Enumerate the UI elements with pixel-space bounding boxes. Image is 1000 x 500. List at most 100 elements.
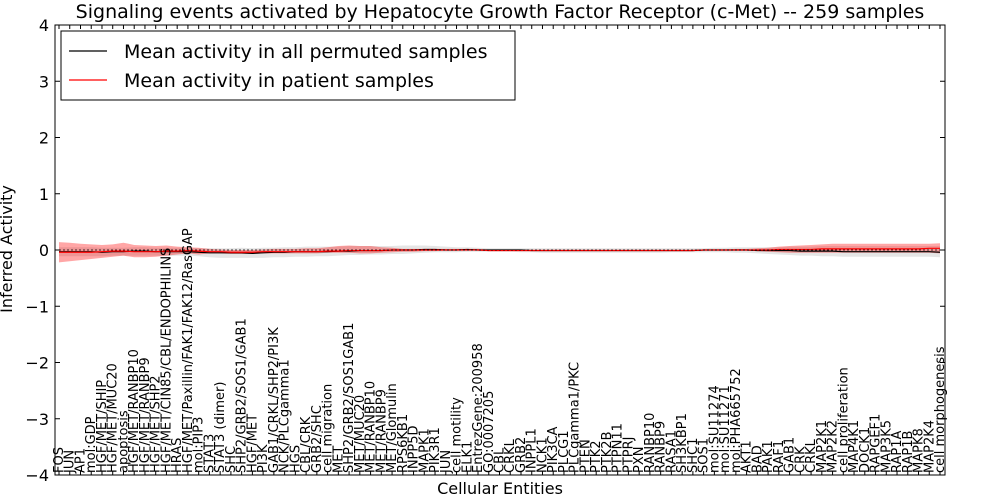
x-tick-label: PTPN11 [611, 423, 626, 473]
y-ticks: −4 −3 −2 −1 0 1 2 3 4 [25, 16, 945, 485]
x-tick-label: cell motility [450, 397, 465, 473]
x-tick-label: PTPRJ [621, 437, 636, 474]
x-tick-label: SHP2/GRB2/SOS1GAB1 [342, 323, 357, 473]
x-tick-label: MET/RANBP9 [374, 389, 389, 473]
x-tick-label: HGS [288, 445, 303, 473]
x-tick-label: HGF/MET/MUC20 [106, 363, 121, 473]
x-tick-label: CBL [493, 447, 508, 473]
x-tick-label: NCK1 [535, 437, 550, 473]
x-tick-label: CRK [793, 446, 808, 473]
x-tick-label: AP1 [73, 448, 88, 473]
x-tick-label: MET/Glomulin [385, 383, 400, 473]
x-tick-label: STAT3 (dimer) [213, 382, 228, 473]
x-tick-label: PTK2B [600, 432, 615, 474]
x-tick-label: RAP1A [890, 430, 905, 473]
x-tick-label: HGF/MET/CIN85/CBL/ENDOPHILINS [159, 248, 174, 473]
legend: Mean activity in all permuted samples Me… [60, 30, 516, 101]
x-tick-label: HGF/MET [245, 414, 260, 473]
x-tick-label: JUN [439, 450, 454, 474]
x-tick-label: cell proliferation [836, 367, 851, 473]
x-tick-label: PLCG1 [557, 430, 572, 473]
x-tick-label: MAP3K5 [879, 420, 894, 473]
x-tick-label: HGF/MET/RANBP10 [127, 349, 142, 473]
y-tick-label: −3 [25, 410, 49, 429]
x-tick-label: RAF1 [772, 440, 787, 473]
y-tick-label: −4 [25, 466, 49, 485]
x-tick-label: HGF/MET/SHIP [95, 380, 110, 473]
x-tick-label: SH3KBP1 [675, 413, 690, 473]
x-tick-label: ELK1 [460, 441, 475, 473]
x-tick-label: mol:SU11274 [707, 385, 722, 473]
x-tick-label: RASA1 [664, 430, 679, 473]
x-tick-label: GAB1 [783, 437, 798, 473]
x-tick-label: PI3K [256, 444, 271, 473]
x-tick-label: GAB1/CRKL/SHP2/PI3K [267, 327, 282, 473]
y-tick-label: 3 [39, 72, 49, 91]
legend-label-patient: Mean activity in patient samples [124, 70, 434, 92]
x-tick-label: MET/RANBP10 [364, 381, 379, 473]
x-tick-label: SHC [224, 446, 239, 473]
x-tick-label: SHC1 [686, 438, 701, 473]
x-tick-label: GRB2 [514, 437, 529, 473]
y-tick-label: 4 [39, 16, 49, 35]
y-tick-label: 0 [39, 241, 49, 260]
x-tick-label: JUN [63, 450, 78, 474]
x-tick-label: mol:GDP [84, 416, 99, 473]
legend-label-permuted: Mean activity in all permuted samples [124, 41, 487, 63]
x-tick-label: MAP2K1 [815, 420, 830, 473]
x-tick-label: MAP4K1 [847, 420, 862, 473]
x-tick-label: HGF/MET/RANBP9 [138, 357, 153, 473]
x-tick-label: PIK3CA [546, 426, 561, 473]
x-axis-label: Cellular Entities [437, 479, 563, 498]
x-tick-label: HGF/MET/SHP2 [149, 375, 164, 473]
x-tick-label: PAK1 [761, 440, 776, 473]
y-tick-label: 2 [39, 129, 49, 148]
y-tick-label: 1 [39, 185, 49, 204]
x-tick-label: PIK3R1 [428, 427, 443, 473]
x-tick-label: RAP1B [901, 431, 916, 473]
x-tick-label: STAT3 [202, 434, 217, 473]
x-tick-label: MET/MUC20 [353, 395, 368, 473]
x-ticks: FOSJUNAP1mol:GDPHGF/MET/SHIPHGF/MET/MUC2… [52, 25, 948, 475]
x-tick-label: mol:SU11271 [718, 385, 733, 473]
x-tick-label: cell migration [321, 384, 336, 473]
x-tick-label: DOCK1 [858, 427, 873, 473]
x-tick-label: mol:PIP3 [192, 417, 207, 473]
x-tick-label: cell morphogenesis [933, 346, 948, 473]
x-tick-label: MAP2K4 [922, 420, 937, 473]
x-tick-label: AKT1 [740, 440, 755, 473]
x-tick-label: CBL/CRK [299, 416, 314, 473]
x-tick-label: RPS6KB1 [396, 414, 411, 473]
x-tick-label: PTEN [578, 439, 593, 473]
x-tick-label: PLCgamma1/PKC [568, 362, 583, 473]
x-tick-label: MAPK1 [417, 428, 432, 473]
x-tick-label: RAPGEF1 [869, 414, 884, 473]
legend-box [60, 30, 516, 101]
x-tick-label: PTK2 [589, 440, 604, 473]
x-tick-label: mol:PHA665752 [729, 368, 744, 473]
x-tick-label: RANBP9 [654, 421, 669, 473]
x-tick-label: FOS [52, 447, 67, 473]
x-tick-label: CRKL [804, 438, 819, 473]
band-permuted [59, 245, 940, 258]
y-axis-label: Inferred Activity [0, 185, 16, 313]
x-tick-label: NCK/PLCgamma1 [278, 359, 293, 473]
y-tick-label: −2 [25, 354, 49, 373]
x-tick-label: HGF/MET/Paxillin/FAK1/FAK12/RasGAP [181, 228, 196, 473]
y-tick-label: −1 [25, 297, 49, 316]
chart-title: Signaling events activated by Hepatocyte… [76, 1, 925, 23]
x-tick-label: MAPK8 [912, 428, 927, 473]
x-tick-label: GRB2/SHC [310, 405, 325, 473]
x-tick-label: SOS1 [697, 438, 712, 473]
x-tick-label: HRAS [170, 438, 185, 473]
x-tick-label: RANBP10 [643, 413, 658, 473]
x-tick-label: BAD [750, 445, 765, 473]
x-tick-label: EntrezGene:200958 [471, 343, 486, 473]
x-tick-label: apoptosis [116, 410, 131, 473]
x-tick-label: SHP2/GRB2/SOS1/GAB1 [235, 318, 250, 473]
line-patient [59, 247, 940, 253]
x-tick-label: INPP5D [407, 425, 422, 473]
x-tick-label: PXN [632, 447, 647, 473]
x-tick-label: MAP2K2 [826, 420, 841, 473]
